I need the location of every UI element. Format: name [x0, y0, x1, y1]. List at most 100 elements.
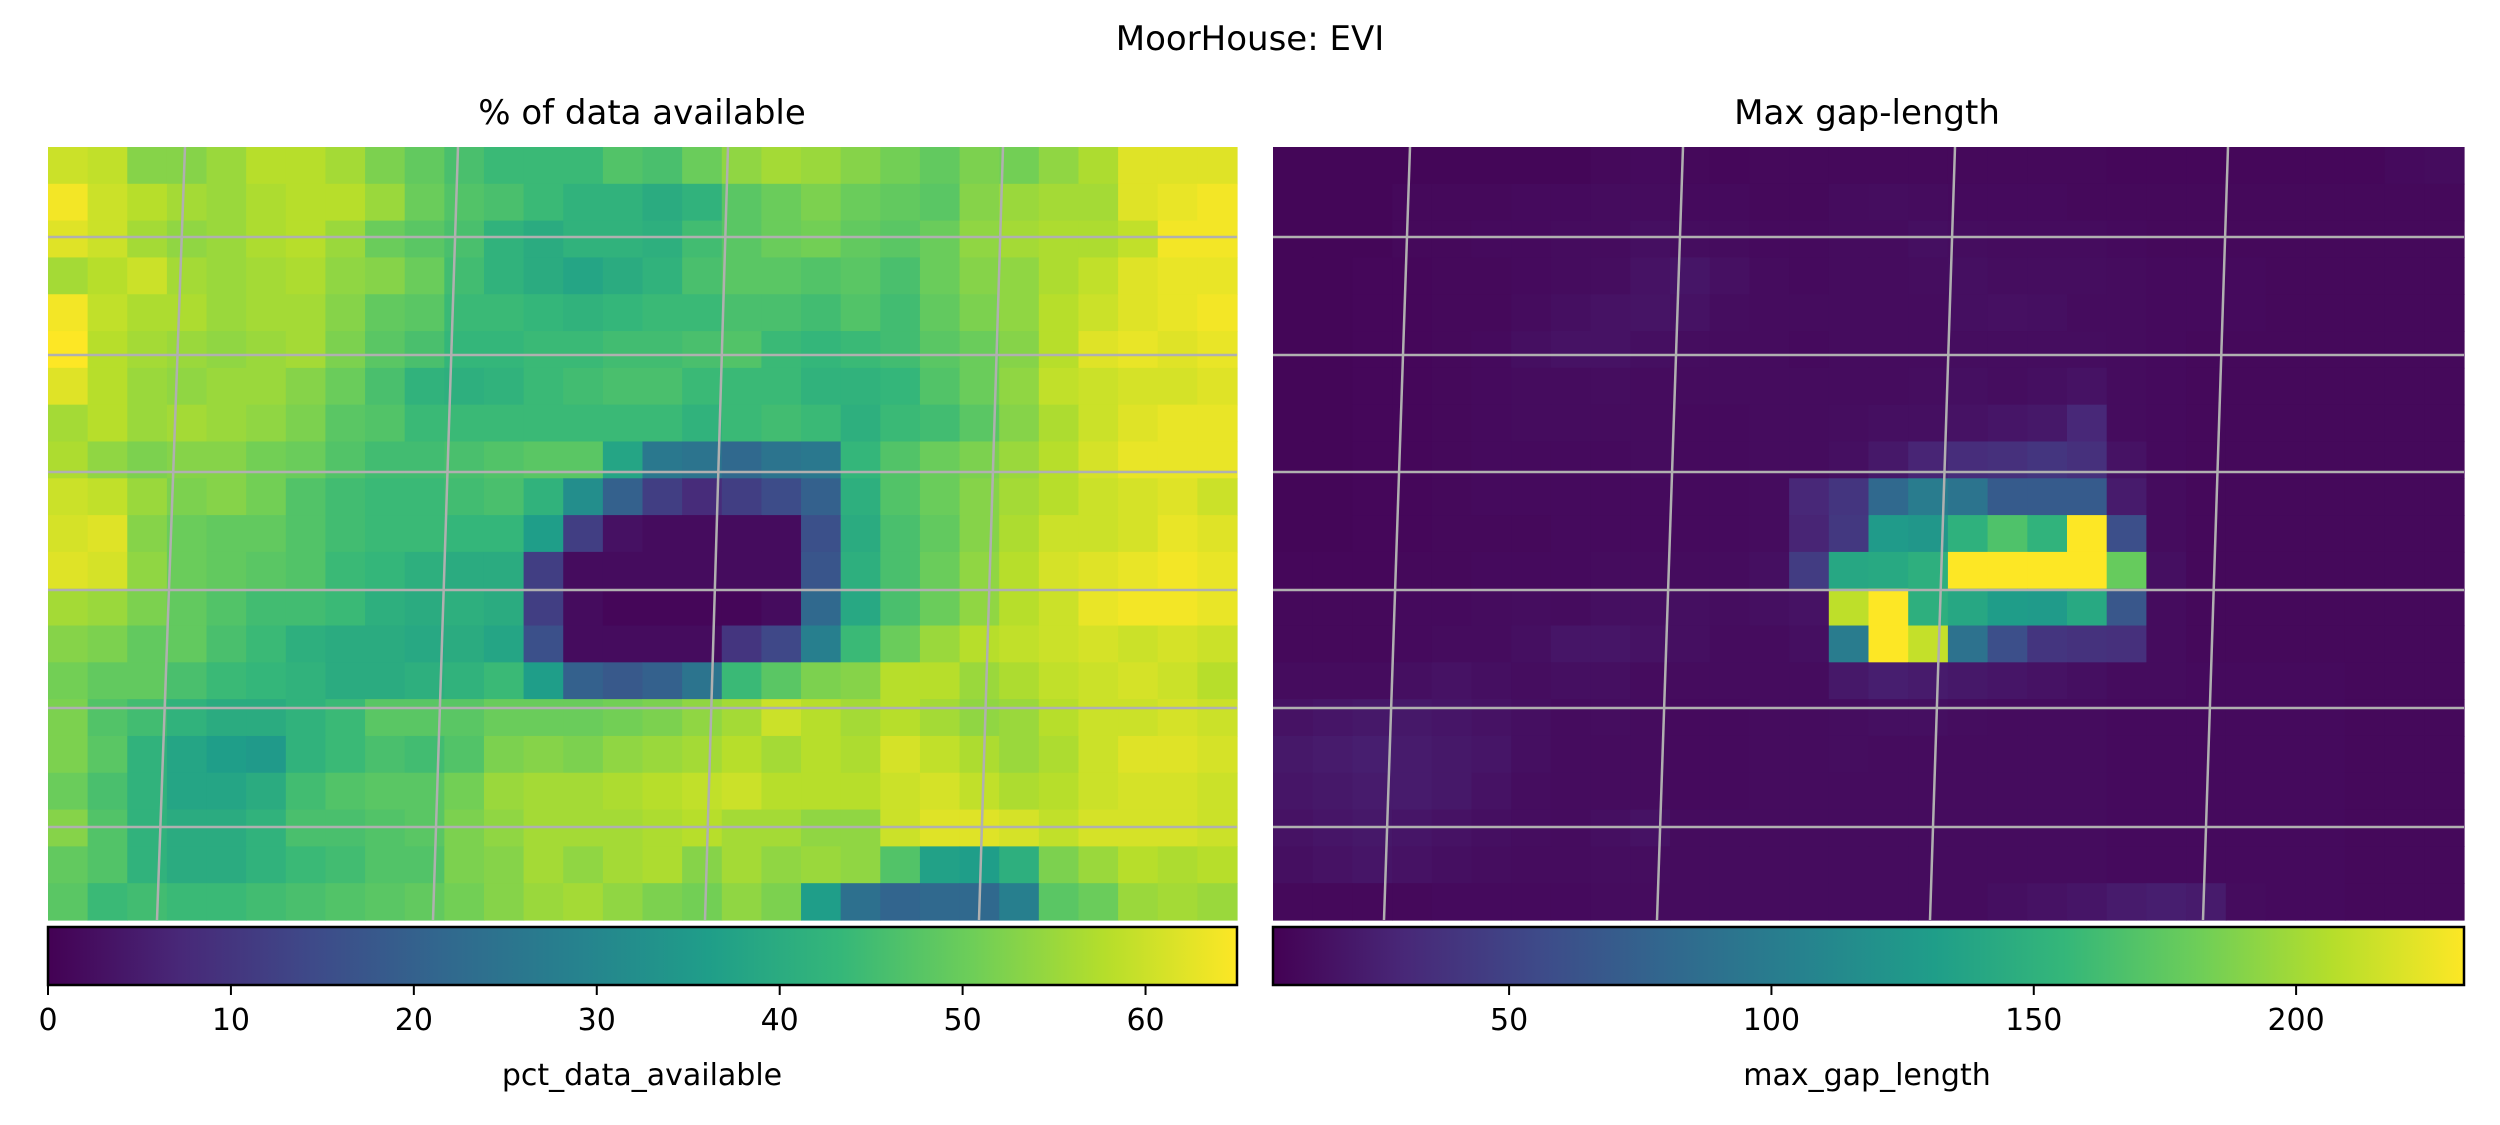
heatmap-cell: [365, 846, 406, 884]
heatmap-cell: [1749, 147, 1790, 185]
heatmap-cell: [642, 809, 683, 847]
heatmap-cell: [642, 735, 683, 774]
heatmap-cell: [1511, 183, 1552, 222]
heatmap-cell: [1828, 883, 1870, 921]
heatmap-cell: [1789, 220, 1830, 259]
heatmap-cell: [682, 588, 723, 627]
heatmap-cell: [1709, 772, 1750, 811]
heatmap-cell: [1511, 809, 1552, 847]
heatmap-cell: [1590, 331, 1631, 369]
heatmap-cell: [404, 441, 445, 479]
heatmap-cell: [2265, 147, 2306, 185]
heatmap-cell: [523, 735, 564, 774]
heatmap-cell: [602, 551, 644, 590]
heatmap-cell: [1670, 662, 1711, 700]
heatmap-cell: [2027, 772, 2068, 811]
heatmap-cell: [1118, 331, 1159, 369]
heatmap-cell: [1908, 257, 1949, 295]
heatmap-cell: [325, 551, 366, 590]
heatmap-cell: [919, 772, 961, 811]
heatmap-cell: [1471, 257, 1512, 295]
heatmap-cell: [919, 404, 961, 443]
heatmap-cell: [1828, 183, 1870, 222]
heatmap-cell: [1749, 257, 1790, 295]
heatmap-cell: [1947, 367, 1989, 406]
heatmap-cell: [563, 220, 604, 259]
heatmap-cell: [999, 220, 1040, 259]
heatmap-cell: [404, 588, 445, 627]
heatmap-cell: [2344, 883, 2386, 921]
heatmap-cell: [761, 331, 802, 369]
heatmap-cell: [642, 257, 683, 295]
heatmap-cell: [959, 551, 1000, 590]
heatmap-cell: [285, 147, 327, 185]
heatmap-cell: [1670, 588, 1711, 627]
heatmap-cell: [1550, 772, 1592, 811]
heatmap-cell: [1352, 331, 1393, 369]
heatmap-cell: [959, 735, 1000, 774]
heatmap-cell: [1471, 551, 1512, 590]
heatmap-cell: [2027, 257, 2068, 295]
heatmap-cell: [563, 625, 604, 663]
heatmap-cell: [1987, 441, 2028, 479]
heatmap-cell: [1630, 183, 1671, 222]
heatmap-cell: [1590, 404, 1631, 443]
heatmap-cell: [1789, 294, 1830, 332]
heatmap-cell: [1670, 883, 1711, 921]
heatmap-cell: [246, 367, 287, 406]
heatmap-cell: [2067, 257, 2108, 295]
heatmap-cell: [1987, 883, 2028, 921]
heatmap-cell: [166, 147, 208, 185]
colorbar-tick-label: 10: [212, 1003, 250, 1038]
heatmap-cell: [1118, 846, 1159, 884]
heatmap-cell: [48, 883, 89, 921]
heatmap-cell: [2106, 662, 2147, 700]
heatmap-cell: [801, 478, 842, 516]
heatmap-cell: [325, 367, 366, 406]
heatmap-cell: [1947, 515, 1989, 553]
heatmap-cell: [1471, 294, 1512, 332]
heatmap-cell: [1749, 441, 1790, 479]
heatmap-cell: [48, 662, 89, 700]
heatmap-cell: [2384, 404, 2425, 443]
heatmap-cell: [483, 588, 525, 627]
heatmap-cell: [1828, 515, 1870, 553]
heatmap-cell: [880, 294, 921, 332]
heatmap-cell: [1550, 367, 1592, 406]
heatmap-cell: [840, 662, 881, 700]
heatmap-cell: [523, 699, 564, 737]
heatmap-cell: [2106, 147, 2147, 185]
heatmap-cell: [959, 220, 1000, 259]
heatmap-cell: [2424, 625, 2465, 663]
heatmap-cell: [801, 735, 842, 774]
heatmap-cell: [999, 367, 1040, 406]
heatmap-cell: [1908, 588, 1949, 627]
heatmap-cell: [325, 331, 366, 369]
heatmap-cell: [2384, 625, 2425, 663]
heatmap-cell: [1749, 662, 1790, 700]
heatmap-cell: [602, 331, 644, 369]
heatmap-cell: [563, 441, 604, 479]
heatmap-cell: [1987, 588, 2028, 627]
heatmap-cell: [1118, 735, 1159, 774]
heatmap-cell: [206, 147, 247, 185]
heatmap-cell: [404, 772, 445, 811]
heatmap-cell: [682, 772, 723, 811]
heatmap-cell: [2186, 662, 2227, 700]
heatmap-cell: [1078, 404, 1119, 443]
heatmap-cell: [682, 404, 723, 443]
heatmap-cell: [246, 551, 287, 590]
heatmap-cell: [1118, 809, 1159, 847]
heatmap-cell: [365, 735, 406, 774]
heatmap-cell: [523, 257, 564, 295]
heatmap-cell: [1550, 257, 1592, 295]
heatmap-cell: [1511, 735, 1552, 774]
heatmap-cell: [563, 551, 604, 590]
heatmap-cell: [1709, 147, 1750, 185]
heatmap-cell: [444, 147, 485, 185]
heatmap-cell: [642, 367, 683, 406]
heatmap-cell: [801, 220, 842, 259]
heatmap-cell: [2384, 515, 2425, 553]
heatmap-cell: [801, 772, 842, 811]
